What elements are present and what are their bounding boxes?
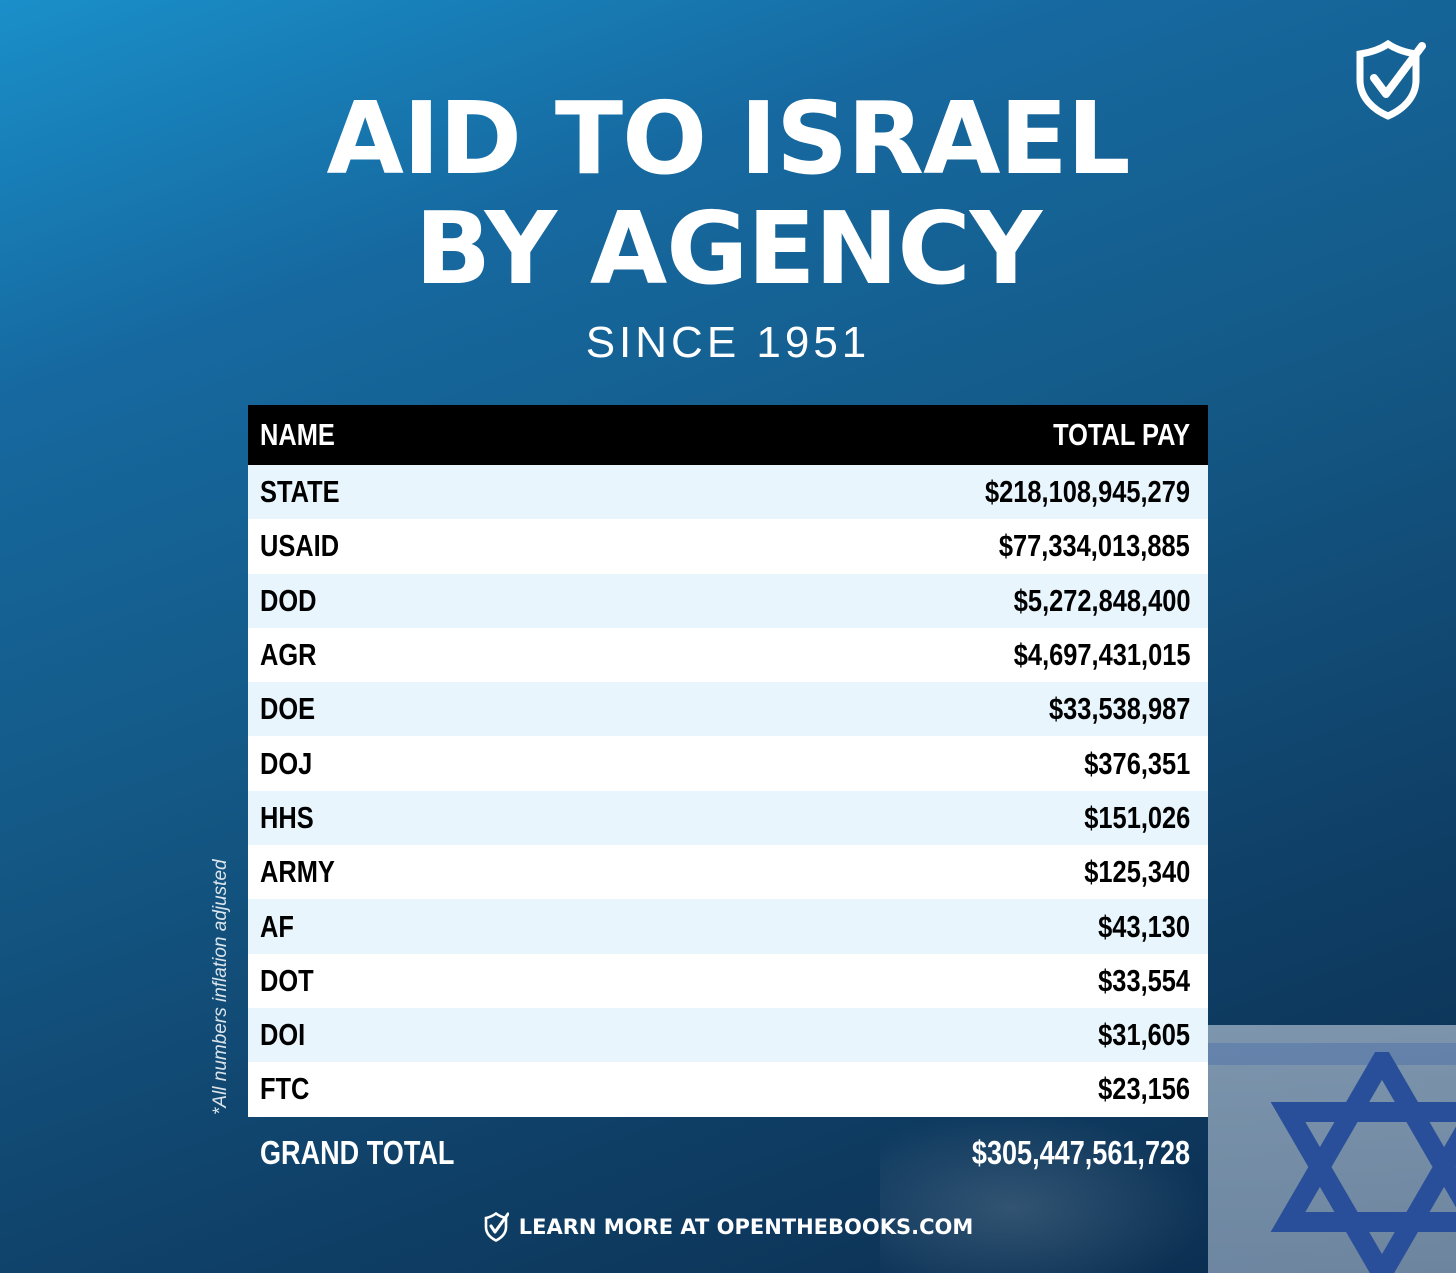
agency-name: HHS	[260, 799, 314, 835]
table-header-row: NAME TOTAL PAY	[248, 405, 1208, 465]
table-row: DOT $33,554	[248, 953, 1208, 1008]
grand-total-value: $305,447,561,728	[971, 1134, 1190, 1171]
agency-name: AF	[260, 908, 294, 944]
agency-table: NAME TOTAL PAY STATE $218,108,945,279 USA…	[248, 405, 1208, 1117]
grand-total-row: GRAND TOTAL $305,447,561,728	[248, 1128, 1208, 1178]
star-of-david-icon	[1270, 1052, 1456, 1273]
agency-name: DOJ	[260, 745, 313, 781]
agency-name: ARMY	[260, 854, 335, 890]
agency-name: STATE	[260, 474, 340, 510]
page-title-line2: BY AGENCY	[414, 190, 1042, 307]
grand-total-label: GRAND TOTAL	[260, 1134, 455, 1171]
agency-total: $151,026	[1083, 799, 1190, 835]
agency-name: DOD	[260, 582, 317, 618]
table-row: HHS $151,026	[248, 790, 1208, 846]
agency-total: $218,108,945,279	[985, 474, 1190, 510]
agency-name: DOT	[260, 962, 314, 998]
table-row: ARMY $125,340	[248, 845, 1208, 900]
footer-link[interactable]: LEARN MORE AT OPENTHEBOOKS.COM	[0, 1212, 1456, 1242]
background-money-image	[880, 1110, 1210, 1273]
table-row: FTC $23,156	[248, 1062, 1208, 1117]
agency-name: AGR	[260, 637, 317, 673]
column-header-name: NAME	[260, 417, 335, 452]
table-row: AGR $4,697,431,015	[248, 627, 1208, 683]
agency-name: USAID	[260, 528, 340, 564]
table-row: AF $43,130	[248, 899, 1208, 954]
agency-name: DOE	[260, 691, 316, 727]
table-row: DOJ $376,351	[248, 736, 1208, 791]
footer-text[interactable]: LEARN MORE AT OPENTHEBOOKS.COM	[518, 1215, 974, 1239]
table-row: DOD $5,272,848,400	[248, 573, 1208, 628]
agency-total: $5,272,848,400	[1013, 582, 1190, 618]
table-row: DOE $33,538,987	[248, 682, 1208, 737]
agency-total: $77,334,013,885	[999, 528, 1190, 564]
inflation-note: *All numbers inflation adjusted	[210, 859, 231, 1115]
page-subtitle: SINCE 1951	[585, 318, 871, 367]
agency-total: $43,130	[1098, 908, 1190, 944]
agency-total: $33,554	[1098, 962, 1190, 998]
shield-check-logo-icon	[1356, 40, 1426, 120]
agency-total: $31,605	[1098, 1017, 1190, 1053]
agency-name: FTC	[260, 1071, 310, 1107]
agency-total: $33,538,987	[1048, 691, 1190, 727]
table-row: STATE $218,108,945,279	[248, 465, 1208, 520]
table-body: STATE $218,108,945,279 USAID $77,334,013,8…	[248, 465, 1208, 1117]
table-row: DOI $31,605	[248, 1007, 1208, 1063]
table-row: USAID $77,334,013,885	[248, 519, 1208, 574]
agency-name: DOI	[260, 1017, 306, 1053]
agency-total: $125,340	[1083, 854, 1190, 890]
flag-stripe-top	[1208, 1043, 1456, 1065]
shield-check-small-icon	[484, 1212, 509, 1242]
agency-total: $4,697,431,015	[1013, 637, 1190, 673]
column-header-total-pay: TOTAL PAY	[1052, 417, 1190, 452]
agency-total: $376,351	[1083, 745, 1190, 781]
page-title-line1: AID TO ISRAEL	[326, 80, 1130, 197]
agency-total: $23,156	[1098, 1071, 1190, 1107]
